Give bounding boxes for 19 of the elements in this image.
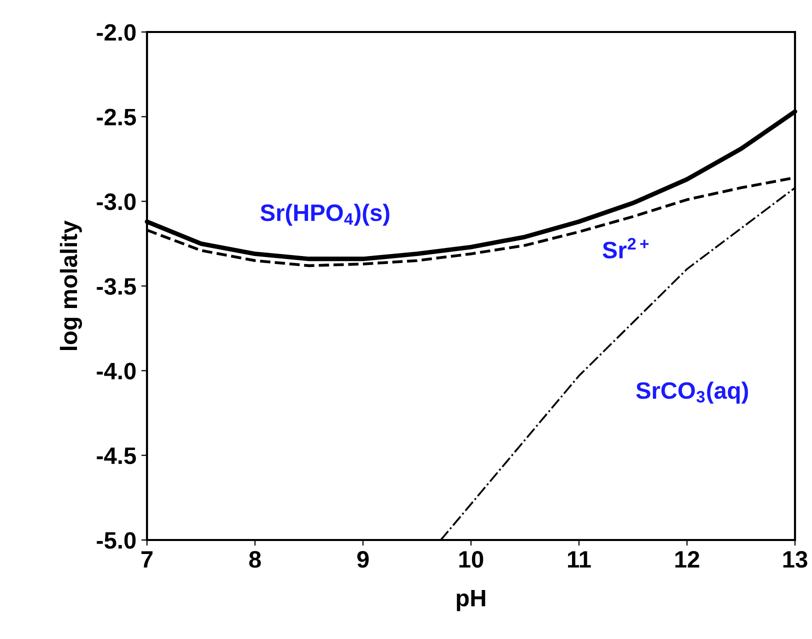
y-tick-label: -3.0 bbox=[96, 193, 136, 210]
x-tick-label: 7 bbox=[141, 551, 153, 568]
x-tick-label: 11 bbox=[568, 551, 591, 568]
y-tick-label: -4.0 bbox=[96, 362, 136, 380]
x-tick-label: 10 bbox=[459, 551, 484, 568]
y-tick-label: -5.0 bbox=[96, 532, 136, 549]
series-label: Sr(HPO$_{4}$)(s) bbox=[260, 204, 390, 226]
x-axis-title: pH bbox=[456, 590, 486, 612]
y-tick-label: -4.5 bbox=[96, 448, 136, 464]
x-tick-label: 13 bbox=[783, 551, 808, 568]
x-tick-label: 8 bbox=[249, 551, 261, 568]
series-label: SrCO$_{3}$(aq) bbox=[636, 382, 748, 404]
series-label: Sr$^{2+}$ bbox=[602, 238, 649, 258]
y-tick-label: -2.0 bbox=[96, 24, 136, 41]
y-tick-label: -2.5 bbox=[96, 108, 136, 126]
x-tick-label: 12 bbox=[675, 551, 700, 568]
y-axis-title: log molality bbox=[60, 220, 82, 350]
x-tick-label: 9 bbox=[357, 551, 369, 568]
y-tick-label: -3.5 bbox=[96, 278, 136, 295]
